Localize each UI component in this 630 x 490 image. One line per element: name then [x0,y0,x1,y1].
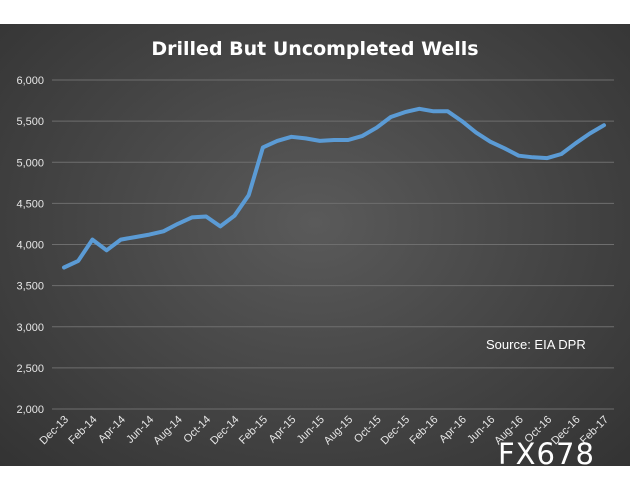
data-point [63,267,65,269]
y-tick-label: 4,000 [16,240,44,252]
data-point [475,132,477,134]
x-tick-label: Jun-16 [465,414,497,446]
data-point [290,136,292,138]
data-point [347,139,349,141]
x-tick-label: Apr-14 [96,414,128,446]
data-point [560,153,562,155]
gridlines [52,79,614,410]
data-point [575,142,577,144]
x-tick-label: Aug-15 [322,414,356,448]
data-point [532,156,534,158]
y-tick-label: 6,000 [16,75,44,87]
x-tick-label: Feb-16 [407,414,440,447]
x-tick-label: Apr-15 [267,414,299,446]
data-point [219,225,221,227]
source-annotation: Source: EIA DPR [486,337,586,352]
data-point [333,139,335,141]
data-point [177,223,179,225]
y-tick-label: 3,000 [16,322,44,334]
data-point [191,216,193,218]
x-tick-label: Jun-15 [295,414,327,446]
chart-area: Drilled But Uncompleted Wells 2,000 2,500… [0,24,630,466]
data-point [589,132,591,134]
x-tick-label: Apr-16 [437,414,469,446]
chart-title: Drilled But Uncompleted Wells [151,38,478,60]
data-point [390,116,392,118]
data-point [504,147,506,149]
data-point [361,135,363,137]
x-tick-label: Oct-15 [352,414,384,446]
data-point [418,108,420,110]
x-tick-label: Feb-15 [237,414,270,447]
data-point [546,157,548,159]
x-tick-label: Dec-14 [208,414,242,448]
data-point [262,146,264,148]
x-tick-label: Dec-13 [38,414,72,448]
data-point [376,127,378,129]
data-point [106,249,108,251]
data-point [91,239,93,241]
y-tick-label: 4,500 [16,198,44,210]
data-point [134,236,136,238]
data-point [305,137,307,139]
y-tick-label: 2,000 [16,404,44,416]
data-point [276,140,278,142]
data-point [489,141,491,143]
y-tick-label: 2,500 [16,363,44,375]
data-point [148,234,150,236]
series-layer [62,106,606,270]
data-point [248,194,250,196]
data-point [319,140,321,142]
data-point [234,215,236,217]
watermark-logo: FX678 [498,437,595,471]
data-point [518,155,520,157]
y-axis-ticks: 2,000 2,500 3,000 3,500 4,000 4,500 5,000 5,500… [16,75,44,416]
y-tick-label: 5,000 [16,157,44,169]
data-point [162,230,164,232]
data-point [603,124,605,126]
data-point [77,260,79,262]
data-point [404,111,406,113]
y-tick-label: 3,500 [16,281,44,293]
x-tick-label: Dec-15 [379,414,413,448]
x-tick-label: Feb-14 [66,414,99,447]
data-point [461,120,463,122]
line-chart: Drilled But Uncompleted Wells 2,000 2,500… [16,38,614,448]
data-point [432,110,434,112]
x-tick-label: Jun-14 [124,414,156,446]
series-line [62,106,606,270]
data-point [205,216,207,218]
data-point [120,239,122,241]
y-tick-label: 5,500 [16,116,44,128]
data-point [447,110,449,112]
x-tick-label: Oct-14 [181,414,213,446]
x-tick-label: Aug-14 [151,414,185,448]
